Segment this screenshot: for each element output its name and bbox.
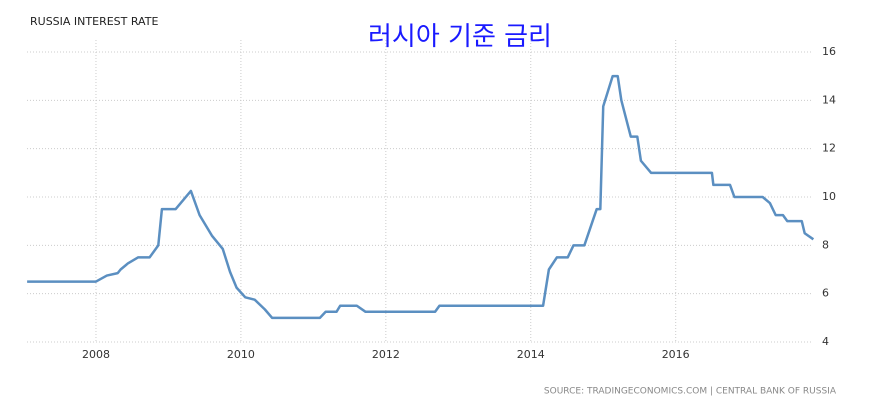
x-tick-label: 2016 <box>662 348 690 361</box>
y-tick-label: 14 <box>822 93 836 106</box>
x-tick-label: 2014 <box>517 348 545 361</box>
y-tick-label: 16 <box>822 45 836 58</box>
annotation: 러시아 기준 금리 <box>368 22 552 52</box>
y-tick-label: 6 <box>822 287 829 300</box>
y-tick-label: 8 <box>822 238 829 251</box>
y-tick-label: 10 <box>822 190 836 203</box>
source: SOURCE: TRADINGECONOMICS.COM | CENTRAL B… <box>544 387 837 397</box>
line <box>27 74 815 320</box>
y-tick-label: 4 <box>822 335 829 348</box>
chart-title: RUSSIA INTEREST RATE <box>30 15 158 28</box>
x-tick-label: 2010 <box>227 348 255 361</box>
x-tick-label: 2012 <box>372 348 400 361</box>
x-tick-label: 2008 <box>82 348 110 361</box>
y-tick-label: 12 <box>822 142 836 155</box>
